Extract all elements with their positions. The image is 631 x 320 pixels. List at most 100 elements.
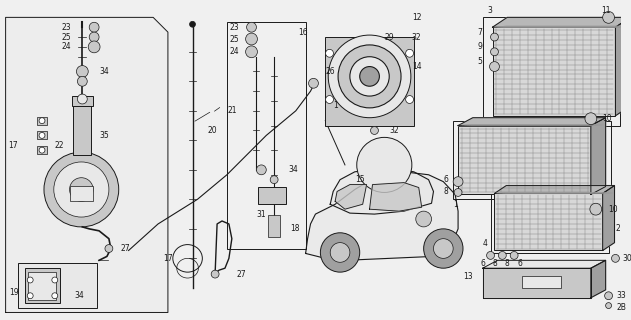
Circle shape: [52, 277, 58, 283]
Circle shape: [326, 96, 333, 103]
Text: 3: 3: [488, 6, 492, 15]
Text: 6: 6: [517, 259, 522, 268]
Circle shape: [423, 229, 463, 268]
Text: 24: 24: [229, 47, 239, 56]
Bar: [495, 194, 603, 251]
Bar: [18, 263, 97, 308]
Text: 34: 34: [288, 165, 298, 174]
Circle shape: [256, 165, 266, 175]
Circle shape: [490, 62, 499, 71]
Circle shape: [406, 49, 413, 57]
Circle shape: [338, 45, 401, 108]
Circle shape: [78, 94, 87, 104]
Bar: [522, 276, 562, 288]
Text: 10: 10: [608, 205, 618, 214]
Bar: [326, 37, 414, 125]
Circle shape: [245, 33, 257, 45]
Polygon shape: [305, 172, 458, 260]
Text: 6: 6: [444, 175, 448, 184]
Circle shape: [360, 67, 379, 86]
Circle shape: [606, 303, 611, 308]
Text: 8: 8: [492, 259, 497, 268]
Circle shape: [39, 118, 45, 124]
Text: 12: 12: [412, 13, 422, 22]
Text: 34: 34: [74, 291, 84, 300]
Text: 27: 27: [237, 270, 246, 279]
Bar: [37, 132, 47, 139]
Circle shape: [406, 96, 413, 103]
Text: 22: 22: [54, 141, 64, 150]
Polygon shape: [335, 185, 367, 209]
Text: 17: 17: [163, 254, 173, 263]
Circle shape: [88, 41, 100, 53]
Text: 6: 6: [480, 259, 485, 268]
Circle shape: [189, 21, 196, 27]
Bar: [37, 146, 47, 154]
Circle shape: [357, 137, 412, 192]
Circle shape: [416, 211, 432, 227]
Circle shape: [490, 48, 498, 56]
Bar: [453, 121, 611, 199]
Text: 17: 17: [9, 141, 18, 150]
Circle shape: [321, 233, 360, 272]
Polygon shape: [603, 186, 615, 251]
Circle shape: [105, 244, 113, 252]
Circle shape: [309, 78, 319, 88]
Polygon shape: [591, 118, 606, 195]
Circle shape: [27, 293, 33, 299]
Circle shape: [27, 277, 33, 283]
Text: 24: 24: [62, 42, 71, 52]
Circle shape: [44, 152, 119, 227]
Circle shape: [89, 32, 99, 42]
Circle shape: [487, 252, 495, 259]
Text: 2B: 2B: [616, 303, 627, 312]
Circle shape: [247, 22, 256, 32]
Text: 13: 13: [463, 272, 473, 281]
Text: 30: 30: [622, 254, 631, 263]
Text: 32: 32: [389, 126, 399, 135]
Text: 1: 1: [333, 101, 338, 110]
Text: 18: 18: [290, 224, 299, 233]
Circle shape: [54, 162, 109, 217]
Text: 23: 23: [229, 23, 239, 32]
Circle shape: [590, 203, 602, 215]
Circle shape: [490, 33, 498, 41]
Text: 8: 8: [444, 187, 448, 196]
Bar: [227, 22, 305, 249]
Circle shape: [245, 46, 257, 58]
Text: 15: 15: [355, 175, 365, 184]
Text: 8: 8: [505, 259, 510, 268]
Circle shape: [603, 12, 615, 23]
Text: 16: 16: [298, 28, 307, 36]
Text: 34: 34: [99, 67, 109, 76]
Text: 2: 2: [615, 224, 620, 233]
Polygon shape: [458, 118, 606, 125]
Circle shape: [39, 132, 45, 138]
Polygon shape: [483, 260, 606, 268]
Circle shape: [370, 126, 379, 134]
Bar: [259, 187, 286, 204]
Polygon shape: [370, 183, 422, 211]
Circle shape: [585, 113, 597, 124]
Bar: [71, 96, 93, 106]
Circle shape: [69, 178, 93, 201]
Polygon shape: [6, 17, 168, 312]
Text: 19: 19: [9, 288, 18, 297]
Polygon shape: [615, 17, 630, 116]
Circle shape: [89, 22, 99, 32]
Text: 32: 32: [412, 33, 422, 42]
Text: 26: 26: [326, 67, 335, 76]
Text: 1: 1: [453, 200, 458, 209]
Polygon shape: [495, 186, 615, 194]
Bar: [483, 17, 620, 125]
Text: 21: 21: [227, 106, 237, 115]
Bar: [28, 272, 56, 300]
Text: 25: 25: [62, 33, 71, 42]
Text: 7: 7: [478, 28, 483, 36]
Bar: [458, 125, 591, 195]
Circle shape: [39, 147, 45, 153]
Text: 27: 27: [121, 244, 131, 253]
Text: 29: 29: [384, 33, 394, 42]
Bar: [268, 215, 280, 237]
Text: 14: 14: [412, 62, 422, 71]
